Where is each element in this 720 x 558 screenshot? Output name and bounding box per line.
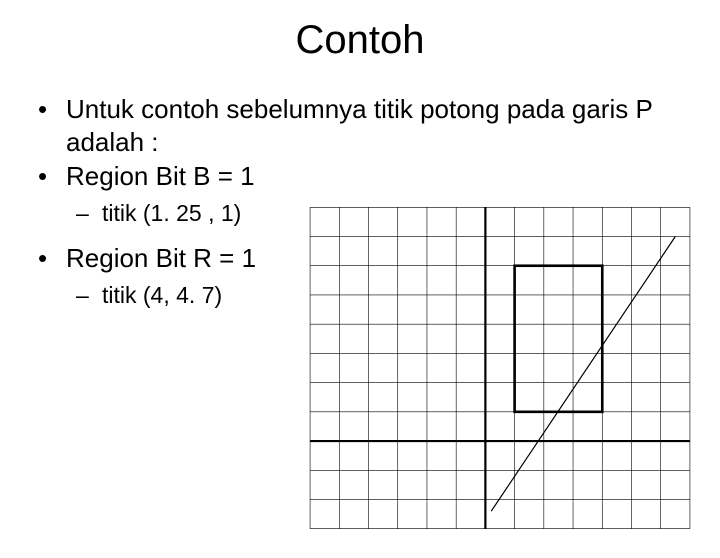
slide-title: Contoh — [0, 18, 720, 63]
bullet-intro: Untuk contoh sebelumnya titik potong pad… — [38, 93, 700, 158]
grid-diagram — [300, 198, 700, 538]
bullet-region-b: Region Bit B = 1 — [38, 160, 700, 193]
